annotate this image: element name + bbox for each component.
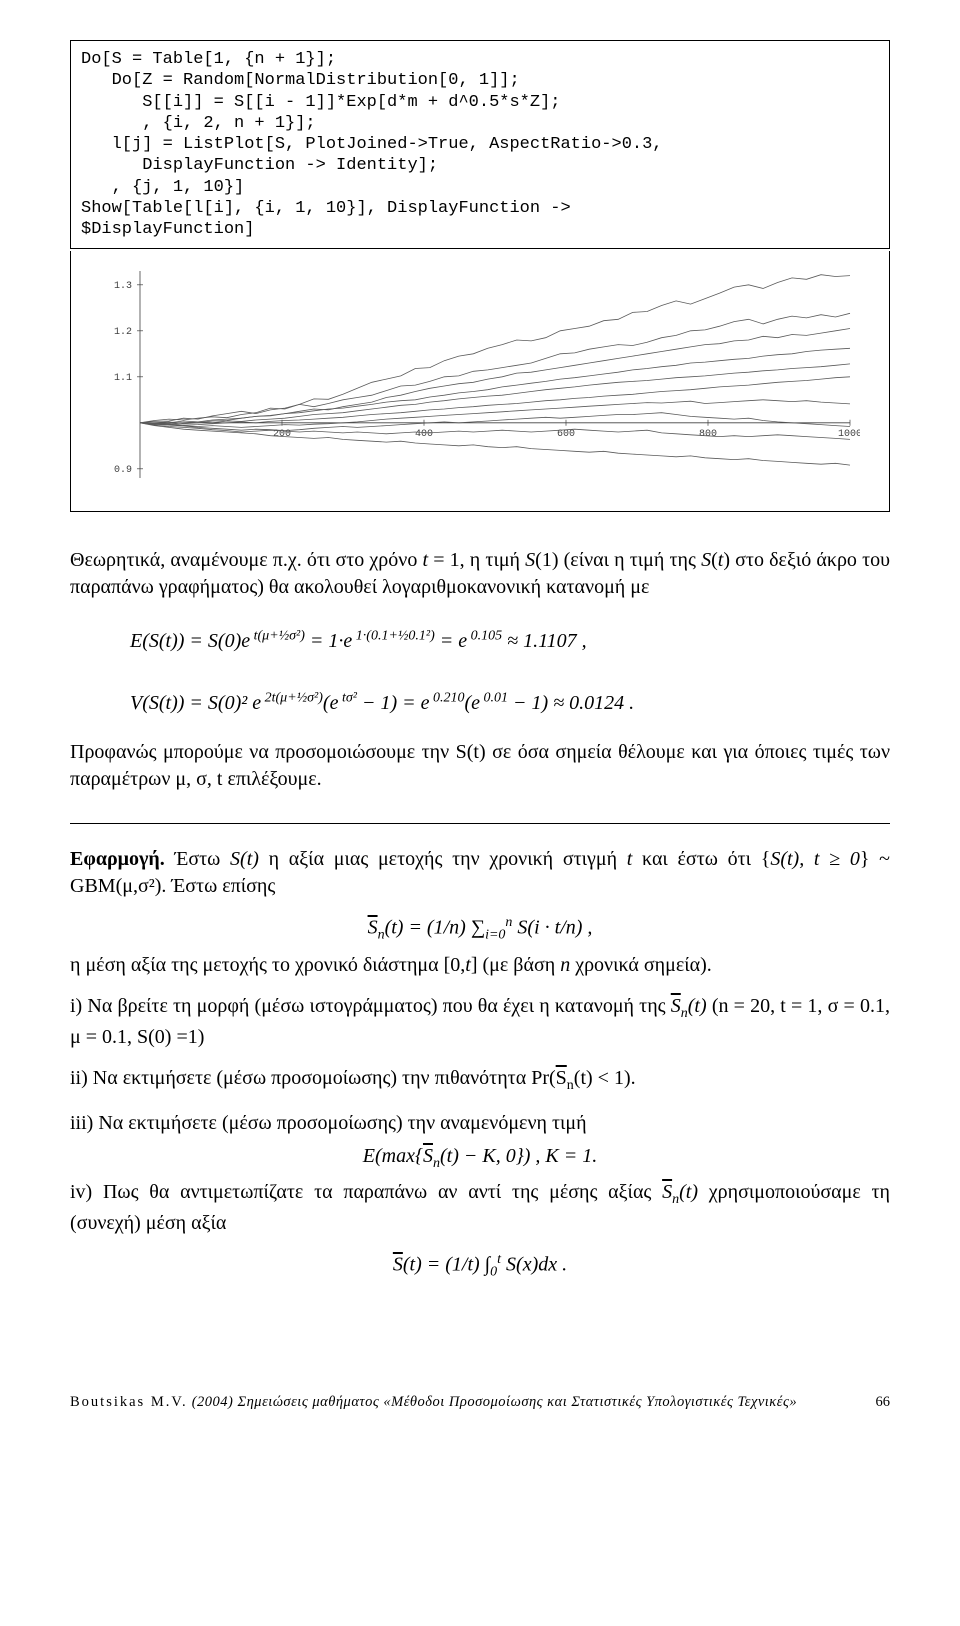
application-head: Εφαρμογή.	[70, 848, 165, 870]
item-iii: iii) Να εκτιμήσετε (μέσω προσομοίωσης) τ…	[70, 1110, 890, 1137]
svg-text:400: 400	[415, 429, 433, 440]
code-block: Do[S = Table[1, {n + 1}]; Do[Z = Random[…	[70, 40, 890, 249]
text-frag: Έστω	[165, 848, 230, 870]
text-frag: n	[560, 954, 570, 976]
text-frag: iv) Πως θα αντιμετωπίζατε τα παραπάνω αν…	[70, 1181, 662, 1203]
text-frag: i) Να βρείτε τη μορφή (μέσω ιστογράμματο…	[70, 995, 671, 1017]
paragraph-theory: Θεωρητικά, αναμένουμε π.χ. ότι στο χρόνο…	[70, 547, 890, 601]
text-frag: χρονικά σημεία).	[570, 954, 712, 976]
chart-container: 20040060080010000.91.11.21.3	[70, 251, 890, 512]
equation-average: Sn(t) = (1/n) ∑i=0n S(i · t/n) ,	[70, 914, 890, 946]
svg-text:800: 800	[699, 429, 717, 440]
item-ii: ii) Να εκτιμήσετε (μέσω προσομοίωσης) τη…	[70, 1065, 890, 1096]
application-intro: Εφαρμογή. Έστω S(t) η αξία μιας μετοχής …	[70, 846, 890, 900]
equation-continuous-mean: S(t) = (1/t) ∫0t S(x)dx .	[70, 1251, 890, 1283]
paragraph-mean-value: η μέση αξία της μετοχής το χρονικό διάστ…	[70, 952, 890, 979]
divider	[70, 823, 890, 824]
text-frag: ] (με βάση	[471, 954, 560, 976]
page-number: 66	[876, 1393, 891, 1413]
text-frag: (1) (είναι η τιμή της	[535, 549, 701, 571]
text-frag: S(t), t ≥ 0	[770, 848, 860, 870]
svg-text:1.1: 1.1	[114, 373, 132, 384]
footer-citation: Boutsikas M.V. (2004) Σημειώσεις μαθήματ…	[70, 1393, 797, 1413]
equation-emax: E(max{Sn(t) − K, 0}) , K = 1.	[70, 1143, 890, 1174]
paragraph-simulation-note: Προφανώς μπορούμε να προσομοιώσουμε την …	[70, 739, 890, 793]
item-i: i) Να βρείτε τη μορφή (μέσω ιστογράμματο…	[70, 993, 890, 1051]
footer-author: Boutsikas M.V.	[70, 1394, 188, 1410]
svg-text:1.2: 1.2	[114, 327, 132, 338]
text-frag: = 1, η τιμή	[428, 549, 525, 571]
text-frag: η αξία μιας μετοχής την χρονική στιγμή	[259, 848, 627, 870]
svg-text:1000: 1000	[838, 429, 860, 440]
text-frag: S(t)	[230, 848, 259, 870]
text-frag: (	[711, 549, 718, 571]
svg-text:0.9: 0.9	[114, 465, 132, 476]
item-iv: iv) Πως θα αντιμετωπίζατε τα παραπάνω αν…	[70, 1179, 890, 1237]
text-frag: ii) Να εκτιμήσετε (μέσω προσομοίωσης) τη…	[70, 1067, 531, 1089]
page-footer: Boutsikas M.V. (2004) Σημειώσεις μαθήματ…	[70, 1393, 890, 1413]
equation-mean: E(S(t)) = S(0)e t(μ+½σ²) = 1·e 1·(0.1+½0…	[130, 615, 890, 667]
gbm-paths-chart: 20040060080010000.91.11.21.3	[100, 266, 860, 496]
text-frag: η μέση αξία της μετοχής το χρονικό διάστ…	[70, 954, 465, 976]
equation-variance: V(S(t)) = S(0)² e 2t(μ+½σ²)(e tσ² − 1) =…	[130, 677, 890, 729]
footer-title: (2004) Σημειώσεις μαθήματος «Μέθοδοι Προ…	[188, 1394, 798, 1410]
text-frag: Θεωρητικά, αναμένουμε π.χ. ότι στο χρόνο	[70, 549, 422, 571]
svg-text:1.3: 1.3	[114, 281, 132, 292]
text-frag: και έστω ότι {	[632, 848, 770, 870]
